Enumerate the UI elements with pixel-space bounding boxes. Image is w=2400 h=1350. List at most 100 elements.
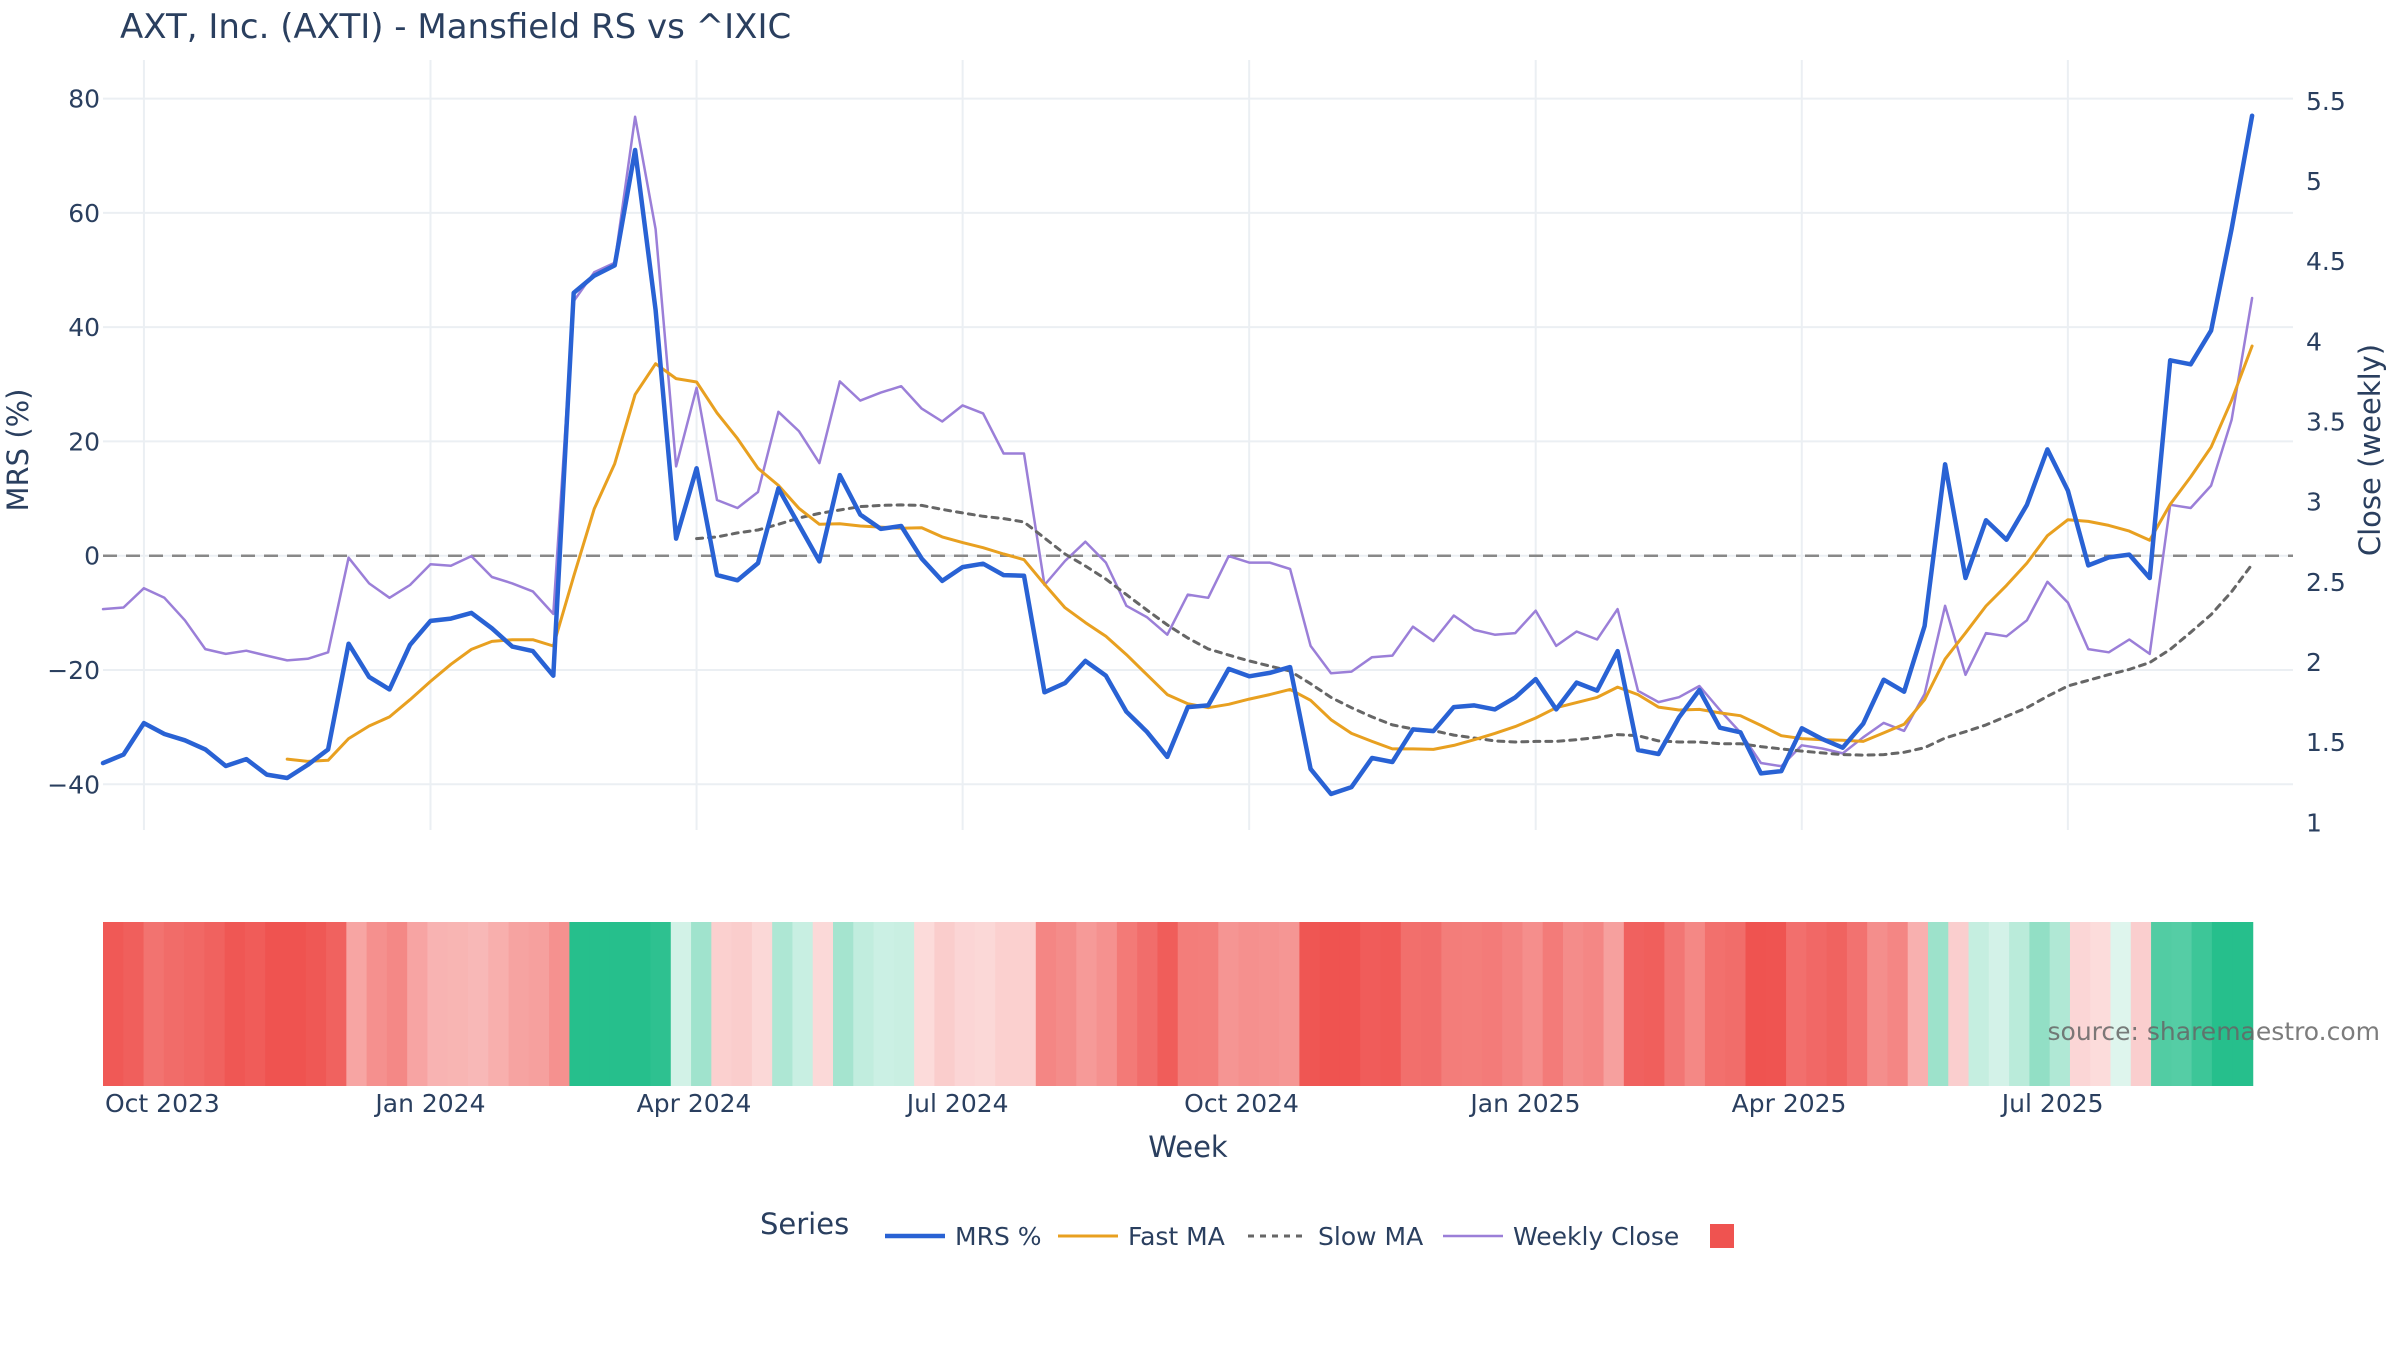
heat-cell <box>488 922 510 1086</box>
heat-cell <box>1826 922 1848 1086</box>
heat-cell <box>1502 922 1524 1086</box>
heat-cell <box>103 922 125 1086</box>
heat-cell <box>1887 922 1909 1086</box>
heat-cell <box>1056 922 1078 1086</box>
heat-cell <box>934 922 956 1086</box>
heat-cell <box>1563 922 1585 1086</box>
heat-cell <box>1218 922 1240 1086</box>
heat-cell <box>1177 922 1199 1086</box>
right-y-axis-title: Close (weekly) <box>2353 344 2387 556</box>
heat-cell <box>1725 922 1747 1086</box>
heat-cell <box>995 922 1017 1086</box>
heat-cell <box>2130 922 2152 1086</box>
heat-cell <box>224 922 246 1086</box>
heat-cell <box>873 922 895 1086</box>
heat-cell <box>1299 922 1321 1086</box>
heat-cell <box>772 922 794 1086</box>
right-y-axis: 5.5 5 4.5 4 3.5 3 2.5 2 1.5 1 <box>2306 87 2346 838</box>
series-lines <box>100 113 2255 797</box>
heat-cell <box>1238 922 1260 1086</box>
heat-cell <box>2191 922 2213 1086</box>
right-y-tick-label: 5.5 <box>2306 87 2346 116</box>
heat-cell <box>265 922 287 1086</box>
heat-cell <box>691 922 713 1086</box>
heat-cell <box>589 922 611 1086</box>
left-y-tick-label: 0 <box>84 542 100 571</box>
left-y-tick-label: 40 <box>68 313 100 342</box>
heat-cell <box>670 922 692 1086</box>
x-tick-label: Jan 2024 <box>373 1089 485 1118</box>
heat-cell <box>1765 922 1787 1086</box>
heat-cell <box>1461 922 1483 1086</box>
chart-title: AXT, Inc. (AXTI) - Mansfield RS vs ^IXIC <box>120 7 791 47</box>
legend-label: Slow MA <box>1318 1222 1423 1251</box>
legend-heat-swatch <box>1710 1224 1734 1248</box>
heat-cell <box>1035 922 1057 1086</box>
heat-cell <box>1522 922 1544 1086</box>
weekly-close-line <box>101 115 2254 768</box>
right-y-tick-label: 2 <box>2306 648 2322 677</box>
heat-cell <box>2090 922 2112 1086</box>
heat-cell <box>569 922 591 1086</box>
x-tick-label: Jan 2025 <box>1468 1089 1580 1118</box>
heat-cell <box>1360 922 1382 1086</box>
heat-cell <box>1948 922 1970 1086</box>
x-tick-label: Apr 2024 <box>637 1089 752 1118</box>
heat-cell <box>1968 922 1990 1086</box>
heat-cell <box>386 922 408 1086</box>
legend-label: Weekly Close <box>1513 1222 1679 1251</box>
heat-cell <box>1400 922 1422 1086</box>
heat-cell <box>2009 922 2031 1086</box>
x-tick-label: Apr 2025 <box>1732 1089 1847 1118</box>
heat-cell <box>285 922 307 1086</box>
heat-cell <box>143 922 165 1086</box>
heat-cell <box>954 922 976 1086</box>
heat-cell <box>914 922 936 1086</box>
heat-cell <box>630 922 652 1086</box>
left-y-axis-title: MRS (%) <box>1 389 35 512</box>
heat-cell <box>1583 922 1605 1086</box>
legend: Series MRS % Fast MA Slow MA Weekly Close <box>760 1207 1734 1251</box>
right-y-tick-label: 4 <box>2306 327 2322 356</box>
heat-cell <box>1745 922 1767 1086</box>
legend-title: Series <box>760 1207 849 1241</box>
heat-cell <box>1704 922 1727 1086</box>
heat-cell <box>1319 922 1341 1086</box>
heat-cell <box>1806 922 1828 1086</box>
heat-cell <box>1258 922 1280 1086</box>
heat-cell <box>792 922 814 1086</box>
heat-cell <box>1603 922 1625 1086</box>
heat-cell <box>1137 922 1159 1086</box>
heat-cell <box>468 922 490 1086</box>
heat-cell <box>2211 922 2233 1086</box>
right-y-tick-label: 1.5 <box>2306 728 2346 757</box>
heat-cell <box>1116 922 1138 1086</box>
heat-cell <box>2232 922 2254 1086</box>
heat-cell <box>2151 922 2173 1086</box>
source-watermark: source: sharemaestro.com <box>2048 1017 2381 1046</box>
heat-cell <box>1096 922 1118 1086</box>
heat-cell <box>326 922 348 1086</box>
heat-cell <box>2171 922 2193 1086</box>
heat-cell <box>163 922 185 1086</box>
heat-cell <box>1542 922 1564 1086</box>
left-y-tick-label: −20 <box>47 656 100 685</box>
heat-cell <box>1644 922 1666 1086</box>
heat-cell <box>833 922 855 1086</box>
heat-cell <box>1279 922 1301 1086</box>
right-y-tick-label: 4.5 <box>2306 247 2346 276</box>
heat-cell <box>366 922 388 1086</box>
heat-cell <box>1421 922 1443 1086</box>
right-y-tick-label: 3 <box>2306 488 2322 517</box>
heat-cell <box>609 922 632 1086</box>
x-tick-label: Oct 2023 <box>105 1089 220 1118</box>
heat-cell <box>974 922 997 1086</box>
heat-cell <box>184 922 206 1086</box>
left-y-tick-label: 80 <box>68 85 100 114</box>
left-y-axis: 80 60 40 20 0 −20 −40 <box>47 85 100 800</box>
heat-cell <box>1198 922 1220 1086</box>
heat-cell <box>204 922 226 1086</box>
mrs-heat-strip <box>103 922 2254 1086</box>
heat-cell <box>1907 922 1929 1086</box>
